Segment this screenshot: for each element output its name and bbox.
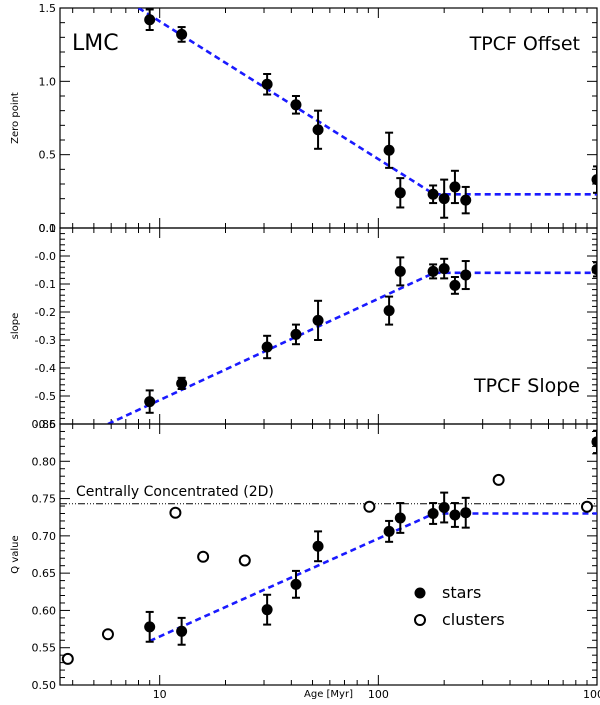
galaxy-label: LMC <box>72 31 119 56</box>
fit-line <box>150 514 597 642</box>
y-tick-label: 0.80 <box>32 455 57 468</box>
star-point <box>428 189 439 200</box>
y-tick-label: 1.5 <box>39 2 57 15</box>
y-tick-label: 1.0 <box>39 75 57 88</box>
star-point <box>384 145 395 156</box>
x-tick-label: 10 <box>153 688 167 700</box>
plot-frame <box>60 424 597 685</box>
star-point <box>592 436 600 447</box>
star-point <box>176 29 187 40</box>
panel-q-value: 10 100 1000 0.50 0.55 0.60 0.65 0.70 0.75 0.80 0.8… <box>10 418 600 700</box>
legend-marker <box>415 588 426 599</box>
star-point <box>395 512 406 523</box>
y-tick-label: 0.5 <box>39 149 57 162</box>
cluster-point <box>63 654 73 664</box>
star-point <box>428 508 439 519</box>
star-point <box>290 579 301 590</box>
star-point <box>290 329 301 340</box>
star-point <box>384 526 395 537</box>
star-point <box>144 396 155 407</box>
legend-marker <box>415 615 425 625</box>
y-tick-label: -0.1 <box>35 278 56 291</box>
cluster-point <box>364 502 374 512</box>
star-point <box>460 195 471 206</box>
legend-label: clusters <box>442 610 505 629</box>
y-tick-label: -0.5 <box>35 390 56 403</box>
y-tick-label: -0.2 <box>35 306 56 319</box>
y-tick-label: 0.1 <box>39 222 57 235</box>
star-point <box>313 315 324 326</box>
y-tick-label: -0.4 <box>35 362 56 375</box>
x-tick-label: 1000 <box>583 688 600 700</box>
y-axis-label: slope <box>10 313 21 340</box>
star-point <box>262 342 273 353</box>
star-point <box>592 174 600 185</box>
star-point <box>428 266 439 277</box>
cluster-point <box>103 629 113 639</box>
cluster-point <box>494 475 504 485</box>
star-point <box>176 626 187 637</box>
star-point <box>290 99 301 110</box>
star-point <box>439 263 450 274</box>
star-point <box>449 181 460 192</box>
y-tick-label: -0.3 <box>35 334 56 347</box>
y-tick-label: 0.60 <box>32 604 57 617</box>
star-point <box>439 502 450 513</box>
star-point <box>395 266 406 277</box>
fit-line <box>108 273 597 424</box>
panel-annotation: TPCF Offset <box>469 33 580 55</box>
y-tick-label: 0.85 <box>32 418 57 431</box>
plot-area <box>108 257 600 424</box>
x-tick-label: 100 <box>368 688 389 700</box>
y-tick-label: 0.70 <box>32 530 57 543</box>
star-point <box>439 193 450 204</box>
cluster-point <box>582 502 592 512</box>
y-tick-label: 0.75 <box>32 493 57 506</box>
plot-area <box>60 431 600 664</box>
star-point <box>262 604 273 615</box>
cluster-point <box>198 552 208 562</box>
panel-annotation: TPCF Slope <box>473 375 580 397</box>
star-point <box>144 14 155 25</box>
y-tick-label: 0.65 <box>32 567 57 580</box>
x-axis-label: Age [Myr] <box>304 689 353 700</box>
star-point <box>262 79 273 90</box>
cluster-point <box>240 555 250 565</box>
star-point <box>313 541 324 552</box>
star-point <box>144 621 155 632</box>
y-tick-label: 0.50 <box>32 679 57 692</box>
y-axis-label: Q value <box>10 535 21 573</box>
y-tick-label: 0.55 <box>32 642 57 655</box>
star-point <box>384 305 395 316</box>
reference-line-label: Centrally Concentrated (2D) <box>76 484 274 500</box>
cluster-point <box>170 508 180 518</box>
star-point <box>460 270 471 281</box>
star-point <box>449 509 460 520</box>
star-point <box>395 187 406 198</box>
star-point <box>460 507 471 518</box>
panel-slope: -0.6-0.5-0.4-0.3-0.2-0.1-0.00.1slopeTPCF… <box>10 222 600 431</box>
y-axis-label: Zero point <box>10 92 21 144</box>
legend-label: stars <box>442 583 481 602</box>
star-point <box>176 378 187 389</box>
y-tick-label: -0.0 <box>35 250 56 263</box>
star-point <box>449 280 460 291</box>
star-point <box>313 124 324 135</box>
